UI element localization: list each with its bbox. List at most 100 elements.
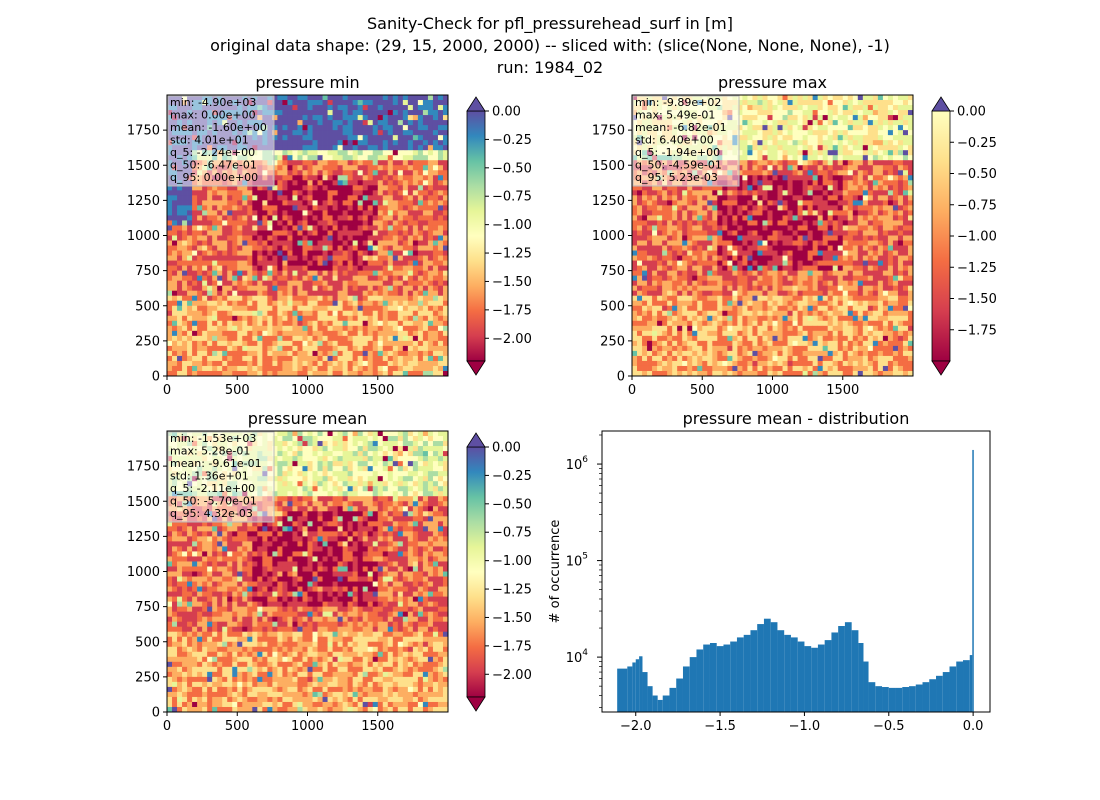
heatmap-cell	[377, 325, 384, 332]
heatmap-cell	[862, 110, 869, 116]
heatmap-cell	[197, 230, 203, 236]
heatmap-cell	[322, 100, 328, 106]
heatmap-cell	[362, 295, 369, 302]
heatmap-cell	[712, 235, 718, 241]
heatmap-cell	[357, 305, 364, 312]
heatmap-cell	[412, 230, 419, 236]
heatmap-cell	[762, 95, 768, 101]
heatmap-cell	[307, 360, 313, 367]
heatmap-cell	[207, 275, 213, 282]
heatmap-cell	[297, 180, 303, 186]
heatmap-cell	[797, 205, 804, 211]
heatmap-cell	[867, 160, 874, 166]
heatmap-cell	[872, 115, 879, 121]
heatmap-cell	[872, 170, 879, 176]
heatmap-cell	[197, 225, 203, 231]
heatmap-cell	[787, 245, 793, 251]
heatmap-cell	[262, 345, 268, 352]
heatmap-cell	[297, 145, 303, 151]
heatmap-cell	[242, 265, 248, 272]
heatmap-cell	[642, 215, 648, 221]
heatmap-cell	[292, 365, 298, 372]
heatmap-cell	[272, 330, 278, 337]
heatmap-cell	[402, 180, 409, 186]
heatmap-cell	[747, 95, 753, 101]
heatmap-cell	[307, 350, 313, 357]
heatmap-cell	[777, 110, 783, 116]
heatmap-cell	[332, 265, 339, 272]
heatmap-cell	[192, 295, 198, 302]
heatmap-cell	[182, 295, 188, 302]
heatmap-cell	[762, 135, 768, 141]
heatmap-cell	[372, 110, 379, 116]
heatmap-cell	[297, 215, 303, 221]
heatmap-cell	[257, 315, 263, 322]
heatmap-cell	[212, 345, 218, 352]
heatmap-cell	[357, 260, 364, 267]
heatmap-cell	[407, 105, 414, 111]
heatmap-cell	[377, 110, 384, 116]
heatmap-cell	[777, 205, 783, 211]
heatmap-cell	[782, 110, 788, 116]
heatmap-cell	[262, 215, 268, 221]
heatmap-cell	[302, 240, 308, 246]
heatmap-cell	[417, 175, 424, 181]
heatmap-cell	[327, 215, 333, 221]
heatmap-cell	[207, 280, 213, 287]
heatmap-cell	[297, 330, 303, 337]
heatmap-cell	[837, 100, 844, 106]
heatmap-cell	[827, 135, 834, 141]
heatmap-cell	[827, 165, 834, 171]
heatmap-cell	[262, 255, 268, 261]
heatmap-cell	[212, 250, 218, 256]
heatmap-cell	[232, 350, 238, 357]
heatmap-cell	[222, 210, 228, 216]
heatmap-cell	[847, 110, 854, 116]
heatmap-cell	[692, 250, 698, 256]
heatmap-cell	[277, 165, 283, 171]
heatmap-cell	[252, 260, 258, 267]
heatmap-cell	[202, 195, 208, 201]
heatmap-cell	[437, 110, 444, 116]
heatmap-cell	[432, 370, 439, 377]
heatmap-cell	[242, 285, 248, 292]
heatmap-cell	[882, 150, 889, 156]
heatmap-cell	[702, 225, 708, 231]
heatmap-cell	[372, 115, 379, 121]
heatmap-cell	[342, 220, 349, 226]
heatmap-cell	[352, 95, 359, 101]
heatmap-cell	[307, 275, 313, 282]
heatmap-cell	[277, 245, 283, 251]
heatmap-cell	[237, 360, 243, 367]
heatmap-cell	[407, 95, 414, 101]
heatmap-cell	[342, 180, 349, 186]
heatmap-cell	[332, 105, 339, 111]
heatmap-cell	[332, 225, 339, 231]
heatmap-cell	[827, 215, 834, 221]
heatmap-cell	[432, 360, 439, 367]
heatmap-cell	[832, 205, 839, 211]
heatmap-cell	[657, 210, 663, 216]
heatmap-cell	[357, 140, 364, 146]
heatmap-cell	[327, 350, 333, 357]
heatmap-cell	[182, 300, 188, 307]
heatmap-cell	[442, 315, 449, 322]
heatmap-cell	[422, 345, 429, 352]
heatmap-cell	[402, 330, 409, 337]
heatmap-cell	[712, 200, 718, 206]
heatmap-cell	[287, 100, 293, 106]
heatmap-cell	[677, 190, 683, 196]
heatmap-cell	[337, 95, 344, 101]
heatmap-cell	[262, 350, 268, 357]
heatmap-cell	[307, 120, 313, 126]
heatmap-cell	[767, 170, 773, 176]
heatmap-cell	[357, 130, 364, 136]
heatmap-cell	[802, 230, 809, 236]
heatmap-cell	[657, 230, 663, 236]
heatmap-cell	[892, 245, 899, 251]
heatmap-cell	[337, 110, 344, 116]
heatmap-cell	[392, 175, 399, 181]
heatmap-cell	[267, 230, 273, 236]
heatmap-cell	[427, 285, 434, 292]
heatmap-cell	[197, 290, 203, 297]
